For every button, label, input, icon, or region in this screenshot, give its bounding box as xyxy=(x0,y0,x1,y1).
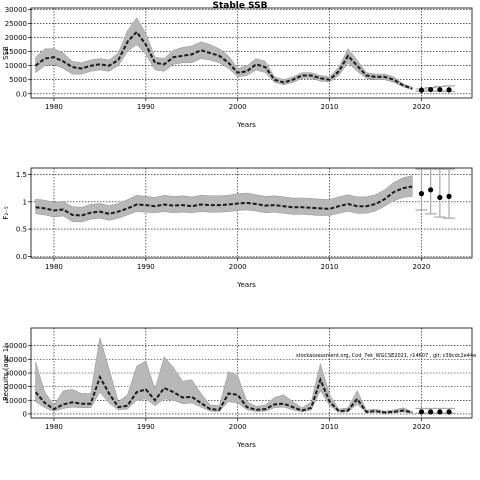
y-axis-title: F₂₋₅ xyxy=(2,206,10,220)
x-tick-label: 2020 xyxy=(413,423,431,431)
y-tick-label: 20000 xyxy=(5,383,27,391)
y-tick-label: 5000 xyxy=(9,76,27,84)
forecast-point xyxy=(428,409,434,415)
estimate-line xyxy=(34,30,413,90)
x-tick-label: 2000 xyxy=(229,103,247,111)
y-tick-label: 0.0 xyxy=(16,253,27,261)
y-axis-title: SSB xyxy=(2,46,10,60)
y-tick-label: 10000 xyxy=(5,397,27,405)
x-tick-label: 1990 xyxy=(137,263,155,271)
forecast-point xyxy=(428,86,434,93)
y-tick-label: 10000 xyxy=(5,62,27,70)
y-tick-label: 50000 xyxy=(5,342,27,350)
estimate-line xyxy=(34,374,413,414)
forecast-point xyxy=(446,87,452,93)
forecast-point xyxy=(446,193,452,199)
x-axis-title: Years xyxy=(236,281,256,289)
plot-frame xyxy=(30,7,473,99)
x-tick-label: 2010 xyxy=(321,423,339,431)
x-tick-label: 2000 xyxy=(229,423,247,431)
forecast-point xyxy=(418,191,425,197)
forecast-point xyxy=(446,409,452,415)
forecast-point xyxy=(437,409,443,415)
x-tick-label: 2000 xyxy=(229,263,247,271)
forecast-point xyxy=(437,86,443,93)
forecast-point xyxy=(437,194,443,201)
x-tick-label: 1990 xyxy=(137,423,155,431)
x-tick-label: 2010 xyxy=(321,103,339,111)
x-tick-label: 1990 xyxy=(137,103,155,111)
y-tick-label: 1.5 xyxy=(16,171,27,179)
plot-frame xyxy=(30,167,473,259)
estimate-line xyxy=(35,185,413,217)
x-tick-label: 1980 xyxy=(45,423,63,431)
y-tick-label: 15000 xyxy=(5,48,27,56)
confidence-band xyxy=(35,17,413,91)
forecast-point xyxy=(418,409,425,415)
y-tick-label: 0 xyxy=(23,410,27,418)
y-axis-title: Recruits (age 1) xyxy=(2,345,10,401)
y-tick-label: 1 xyxy=(23,198,27,206)
y-tick-label: 0.0 xyxy=(16,90,27,98)
forecast-point xyxy=(428,187,434,193)
confidence-band xyxy=(35,175,413,223)
y-tick-label: 40000 xyxy=(5,356,27,364)
y-tick-label: 30000 xyxy=(5,6,27,14)
y-tick-label: 25000 xyxy=(5,20,27,28)
y-tick-label: 20000 xyxy=(5,34,27,42)
chart-title: Stable SSB xyxy=(212,1,267,11)
x-axis-title: Years xyxy=(236,441,256,449)
x-tick-label: 1980 xyxy=(45,103,63,111)
x-axis-title: Years xyxy=(236,121,256,129)
y-tick-label: 30000 xyxy=(5,370,27,378)
forecast-point xyxy=(418,87,425,93)
y-tick-label: 0.5 xyxy=(16,226,27,234)
x-tick-label: 2020 xyxy=(413,103,431,111)
x-tick-label: 2020 xyxy=(413,263,431,271)
x-tick-label: 1980 xyxy=(45,263,63,271)
x-tick-label: 2010 xyxy=(321,263,339,271)
confidence-band xyxy=(35,337,413,414)
annotation-text: stockassessment.org, Cod_7ek_WGCSE2021, … xyxy=(296,353,476,359)
